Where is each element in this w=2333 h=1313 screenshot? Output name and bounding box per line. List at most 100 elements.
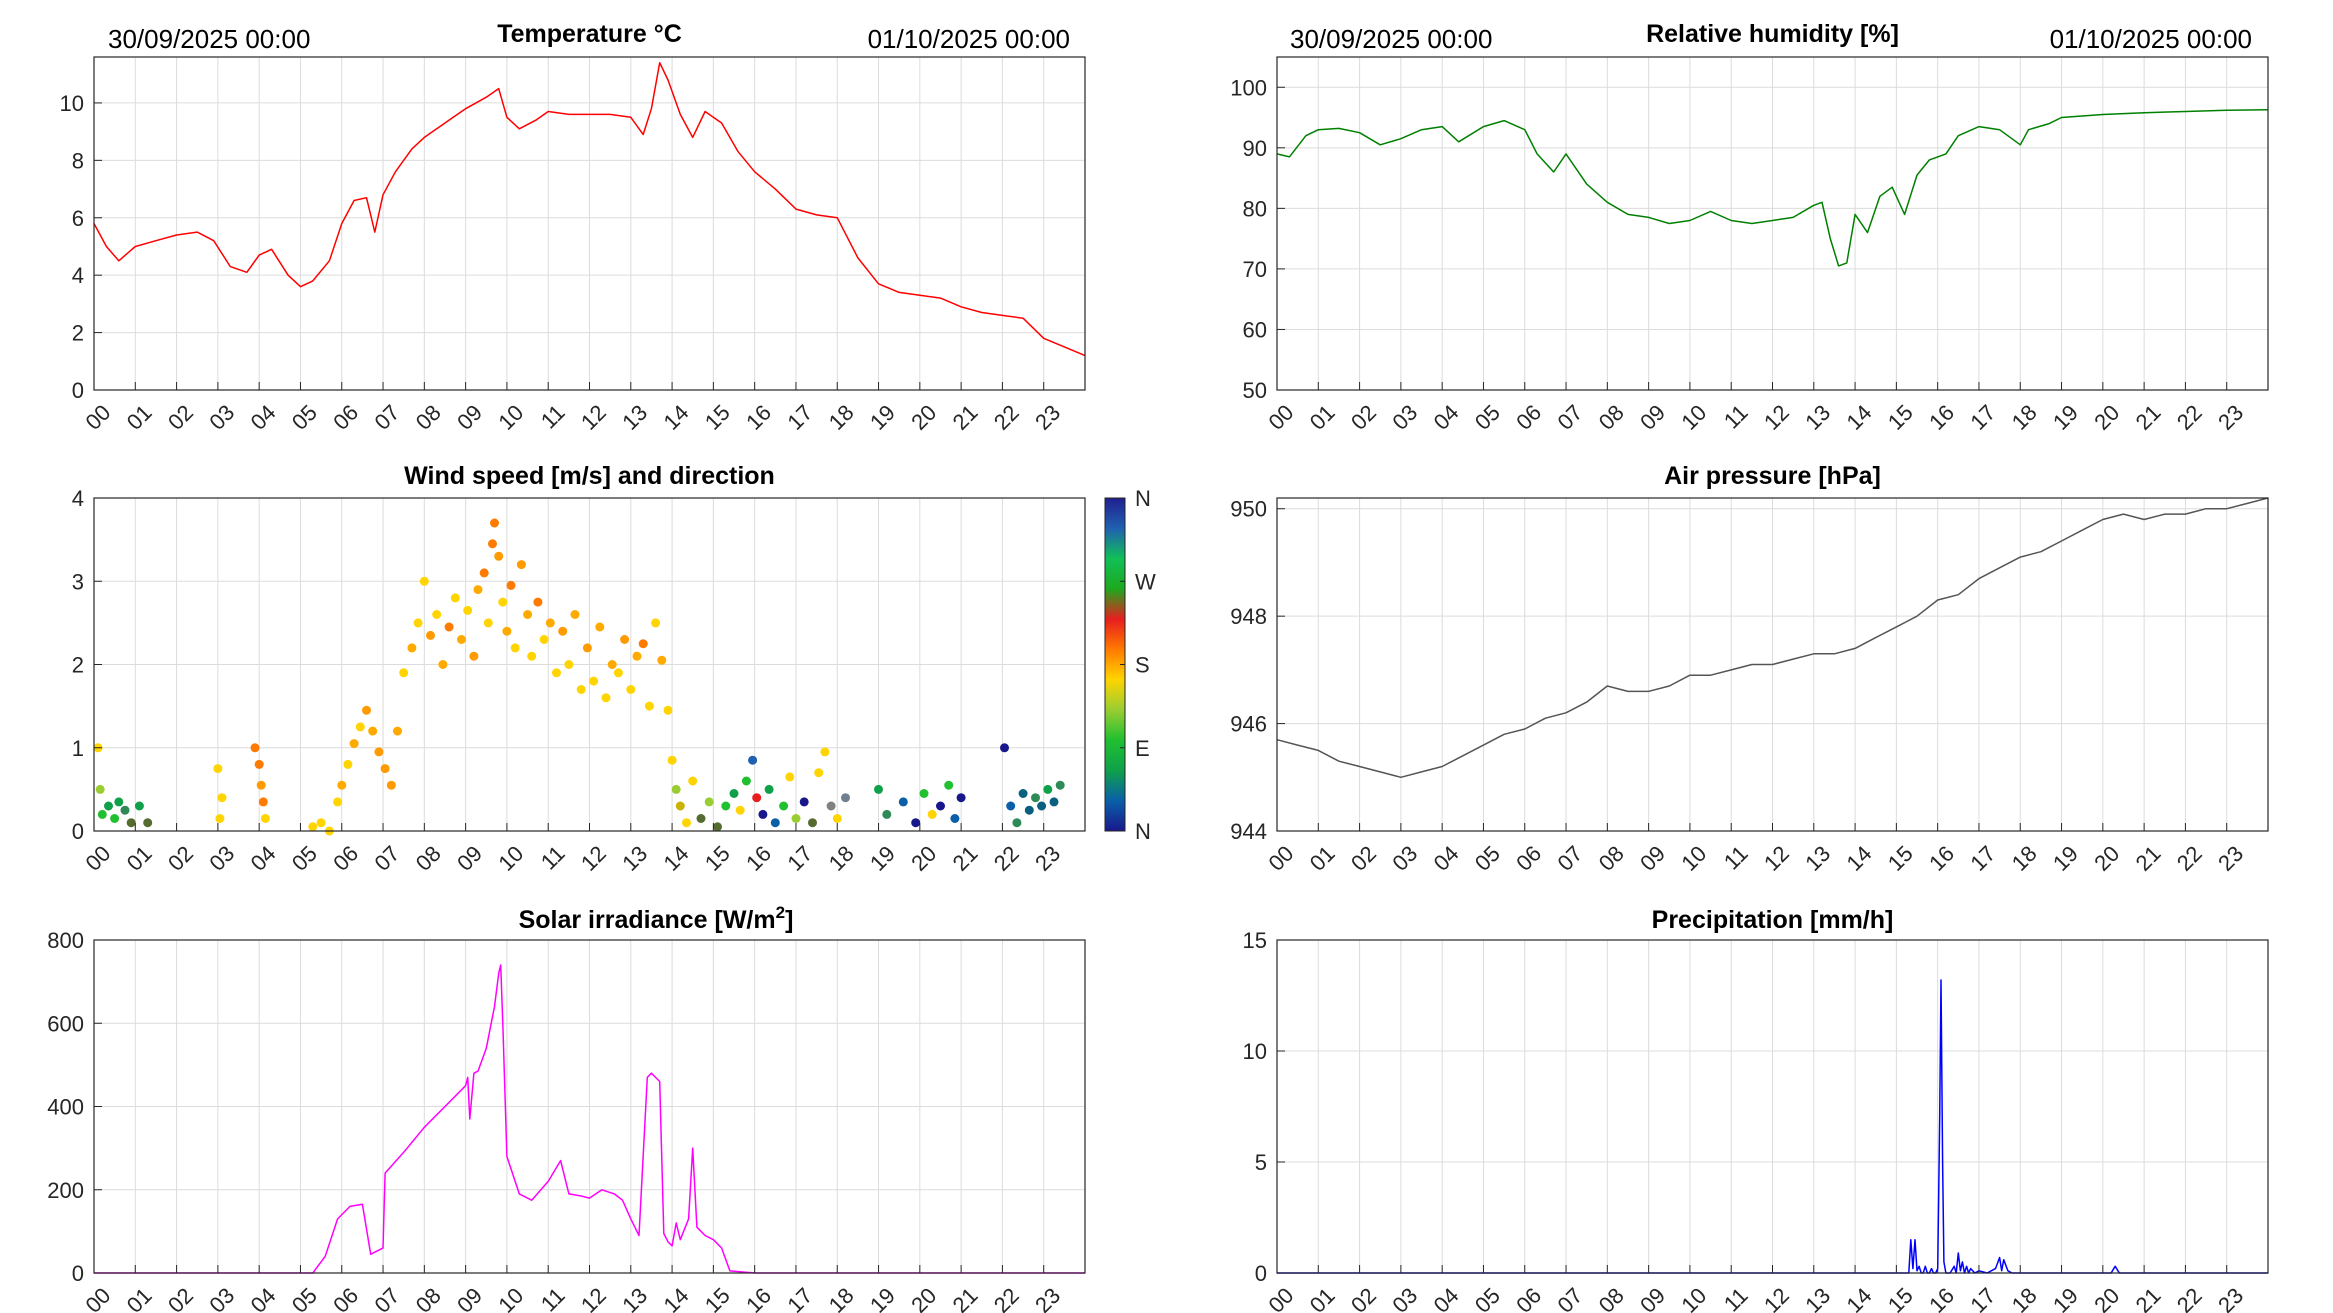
left-start-time: 30/09/2025 00:00	[108, 24, 310, 54]
x-tick-label: 08	[1594, 1283, 1629, 1313]
x-tick-label: 20	[2089, 841, 2124, 876]
x-tick-label: 06	[328, 841, 363, 876]
x-tick-label: 13	[1800, 1283, 1835, 1313]
x-tick-label: 17	[1965, 400, 2000, 435]
wind-point	[657, 655, 667, 665]
x-tick-label: 05	[287, 841, 322, 876]
wind-point	[444, 622, 454, 632]
x-tick-label: 11	[536, 400, 570, 434]
x-tick-label: 05	[1470, 841, 1505, 876]
x-tick-label: 18	[2007, 1283, 2042, 1313]
wind-point	[457, 635, 466, 644]
wind-point	[258, 797, 268, 807]
y-tick-label: 2	[72, 653, 84, 678]
x-tick-label: 11	[1719, 841, 1753, 875]
wind-point	[1043, 784, 1053, 794]
x-tick-label: 13	[617, 841, 652, 876]
wind-point	[213, 764, 223, 774]
wind-point	[564, 660, 574, 669]
wind-point	[110, 814, 120, 823]
pressure-title: Air pressure [hPa]	[1664, 462, 1881, 490]
wind-point	[333, 797, 343, 807]
wind-point	[758, 809, 768, 819]
wind-point	[506, 580, 516, 590]
x-tick-label: 03	[204, 400, 239, 435]
wind-point	[595, 622, 605, 632]
y-tick-label: 0	[72, 378, 84, 403]
wind-point	[558, 626, 568, 636]
y-tick-label: 80	[1243, 196, 1267, 221]
wind-point	[463, 605, 473, 615]
x-tick-label: 19	[865, 841, 900, 876]
wind-point	[748, 755, 758, 765]
wind-point	[820, 747, 830, 757]
x-tick-label: 16	[1924, 400, 1959, 435]
x-tick-label: 02	[1346, 400, 1381, 435]
wind-point	[502, 626, 512, 636]
y-tick-label: 70	[1243, 257, 1267, 282]
x-tick-label: 13	[1800, 841, 1835, 876]
y-tick-label: 400	[47, 1095, 84, 1120]
y-tick-label: 4	[72, 263, 84, 288]
x-tick-label: 07	[369, 841, 404, 876]
x-tick-label: 01	[122, 841, 157, 876]
wind-point	[260, 814, 270, 823]
x-tick-label: 14	[659, 400, 694, 435]
x-tick-label: 19	[865, 400, 900, 435]
x-tick-label: 06	[1511, 1283, 1546, 1313]
wind-point	[498, 597, 508, 607]
wind-point	[120, 805, 130, 815]
wind-point	[215, 814, 225, 823]
x-tick-label: 23	[1030, 400, 1065, 435]
x-tick-label: 14	[659, 841, 694, 876]
x-tick-label: 07	[1552, 400, 1587, 435]
x-tick-label: 10	[1676, 400, 1711, 435]
y-tick-label: 60	[1243, 317, 1267, 342]
wind-point	[516, 560, 526, 570]
x-tick-label: 03	[204, 841, 239, 876]
x-tick-label: 15	[700, 400, 735, 435]
x-tick-label: 00	[1263, 400, 1298, 435]
wind-point	[601, 693, 611, 703]
x-tick-label: 09	[1635, 400, 1670, 435]
wind-point	[950, 814, 960, 823]
x-tick-label: 20	[906, 841, 941, 876]
wind-point	[651, 618, 661, 628]
x-tick-label: 10	[493, 1283, 528, 1313]
x-tick-label: 01	[1305, 1283, 1340, 1313]
x-tick-label: 19	[2048, 400, 2083, 435]
x-tick-label: 12	[1759, 841, 1794, 876]
x-tick-label: 06	[328, 400, 363, 435]
y-tick-label: 6	[72, 206, 84, 231]
x-tick-label: 12	[1759, 400, 1794, 435]
wind-point	[814, 768, 824, 778]
x-tick-label: 11	[1719, 1283, 1753, 1313]
x-tick-label: 01	[122, 400, 157, 435]
y-tick-label: 800	[47, 928, 84, 953]
x-tick-label: 18	[824, 841, 859, 876]
wind-point	[764, 784, 774, 794]
x-tick-label: 05	[1470, 1283, 1505, 1313]
x-tick-label: 21	[948, 1283, 983, 1313]
wind-point	[667, 755, 677, 765]
x-tick-label: 02	[163, 1283, 198, 1313]
wind-point	[1012, 818, 1022, 828]
x-tick-label: 03	[1387, 400, 1422, 435]
wind-point	[374, 747, 384, 757]
wind-point	[1031, 793, 1040, 803]
x-tick-label: 17	[1965, 841, 2000, 876]
precipitation-title: Precipitation [mm/h]	[1652, 906, 1894, 934]
wind-point	[808, 818, 817, 828]
wind-point	[479, 568, 489, 578]
y-tick-label: 1	[72, 736, 84, 761]
colorbar-label: E	[1135, 736, 1150, 761]
wind-point	[582, 643, 592, 653]
temperature-series-line	[93, 61, 1086, 357]
x-tick-label: 01	[1305, 841, 1340, 876]
wind-point	[936, 801, 945, 811]
wind-point	[735, 805, 745, 815]
y-tick-label: 944	[1230, 819, 1267, 844]
wind-point	[729, 789, 739, 798]
wind-point	[752, 793, 762, 803]
